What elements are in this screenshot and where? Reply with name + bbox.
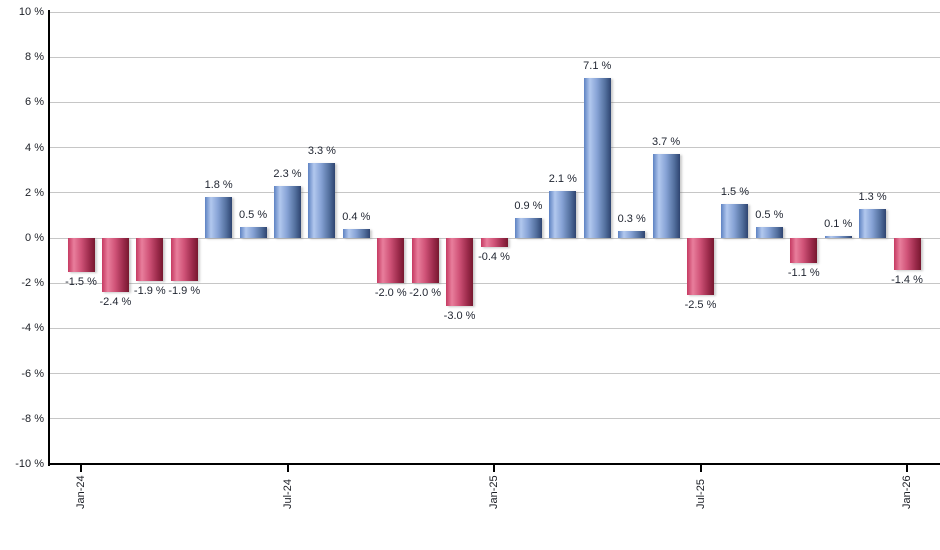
- y-axis-tick-label: 10 %: [18, 6, 44, 18]
- bar-negative: [101, 238, 129, 293]
- y-axis-tick-label: -8 %: [21, 412, 44, 425]
- y-axis-tick-label: 4 %: [25, 141, 44, 154]
- y-axis-tick-label: 2 %: [25, 186, 44, 199]
- y-axis-tick-label: -6 %: [21, 367, 44, 380]
- bar-negative: [893, 238, 921, 270]
- y-axis-tick-label: 0 %: [25, 232, 44, 244]
- y-axis-line: [48, 10, 50, 466]
- bar-positive: [274, 186, 301, 238]
- bar-value-label: -3.0 %: [443, 309, 476, 322]
- x-axis-tick-label: Jan-25: [488, 475, 500, 509]
- bar-positive: [652, 154, 680, 238]
- bar-value-label: -0.4 %: [478, 251, 510, 264]
- bar-negative: [790, 238, 818, 263]
- bar-negative: [480, 238, 508, 248]
- bar-negative: [687, 238, 714, 295]
- bar-positive: [755, 226, 783, 238]
- x-axis-tick: [80, 464, 82, 472]
- bar-negative: [446, 238, 474, 306]
- bar-positive: [824, 235, 852, 238]
- bar-negative: [377, 238, 405, 284]
- gridline: [49, 418, 940, 420]
- bar-value-label: 0.5 %: [755, 208, 784, 221]
- gridline: [49, 282, 940, 284]
- bar-value-label: -1.5 %: [65, 275, 97, 288]
- gridline: [49, 327, 940, 329]
- y-axis-tick-label: -10 %: [15, 458, 44, 470]
- x-axis-tick: [699, 464, 702, 472]
- bar-negative: [67, 238, 95, 272]
- bar-positive: [239, 226, 267, 238]
- bar-value-label: 0.9 %: [514, 199, 543, 212]
- x-axis-tick-label: Jan-26: [901, 475, 913, 509]
- bar-value-label: 1.3 %: [858, 190, 887, 203]
- x-axis-tick: [906, 464, 908, 472]
- x-axis-tick-label: Jan-24: [75, 475, 87, 509]
- bar-value-label: -2.4 %: [99, 296, 132, 309]
- bar-positive: [583, 77, 611, 238]
- bar-value-label: 3.3 %: [307, 145, 336, 158]
- gridline: [49, 56, 940, 58]
- y-axis-tick-label: 8 %: [25, 51, 44, 64]
- bar-value-label: -2.5 %: [684, 298, 717, 311]
- gridline: [49, 192, 940, 194]
- bar-value-label: 2.1 %: [548, 172, 577, 185]
- gridline: [49, 147, 940, 149]
- bar-value-label: 1.8 %: [204, 179, 233, 192]
- bar-value-label: -2.0 %: [409, 287, 442, 300]
- bar-positive: [618, 231, 646, 238]
- bar-negative: [136, 238, 164, 281]
- bar-value-label: -2.0 %: [374, 287, 407, 300]
- gridline: [49, 101, 940, 103]
- y-axis-tick-label: -4 %: [21, 322, 44, 335]
- bar-positive: [721, 204, 749, 238]
- bar-value-label: -1.4 %: [891, 273, 923, 286]
- bar-positive: [514, 217, 542, 238]
- y-axis-tick-label: -2 %: [21, 277, 44, 290]
- bar-value-label: -1.1 %: [787, 266, 820, 279]
- bar-value-label: 0.4 %: [342, 210, 371, 223]
- bar-negative: [170, 238, 198, 281]
- gridline: [49, 11, 940, 13]
- bar-value-label: -1.9 %: [133, 284, 166, 297]
- bar-negative: [411, 238, 439, 284]
- bar-value-label: 0.3 %: [617, 213, 646, 226]
- gridline: [49, 373, 940, 375]
- x-axis-tick: [493, 464, 495, 472]
- x-axis-tick: [286, 464, 289, 472]
- bar-value-label: 0.1 %: [824, 217, 853, 230]
- x-axis-tick-label: Jul-25: [694, 479, 707, 509]
- bar-positive: [859, 208, 887, 238]
- bar-value-label: 0.5 %: [239, 208, 268, 221]
- bar-positive: [308, 163, 336, 238]
- bar-value-label: 1.5 %: [720, 186, 749, 199]
- bar-value-label: -1.9 %: [168, 284, 201, 297]
- bar-value-label: 2.3 %: [273, 168, 302, 181]
- y-axis-tick-label: 6 %: [25, 96, 44, 109]
- bar-positive: [205, 197, 233, 238]
- x-axis-tick-label: Jul-24: [281, 479, 294, 509]
- bar-value-label: 3.7 %: [652, 136, 681, 149]
- bar-value-label: 7.1 %: [583, 59, 612, 72]
- bar-positive: [342, 228, 370, 238]
- bar-positive: [549, 190, 577, 238]
